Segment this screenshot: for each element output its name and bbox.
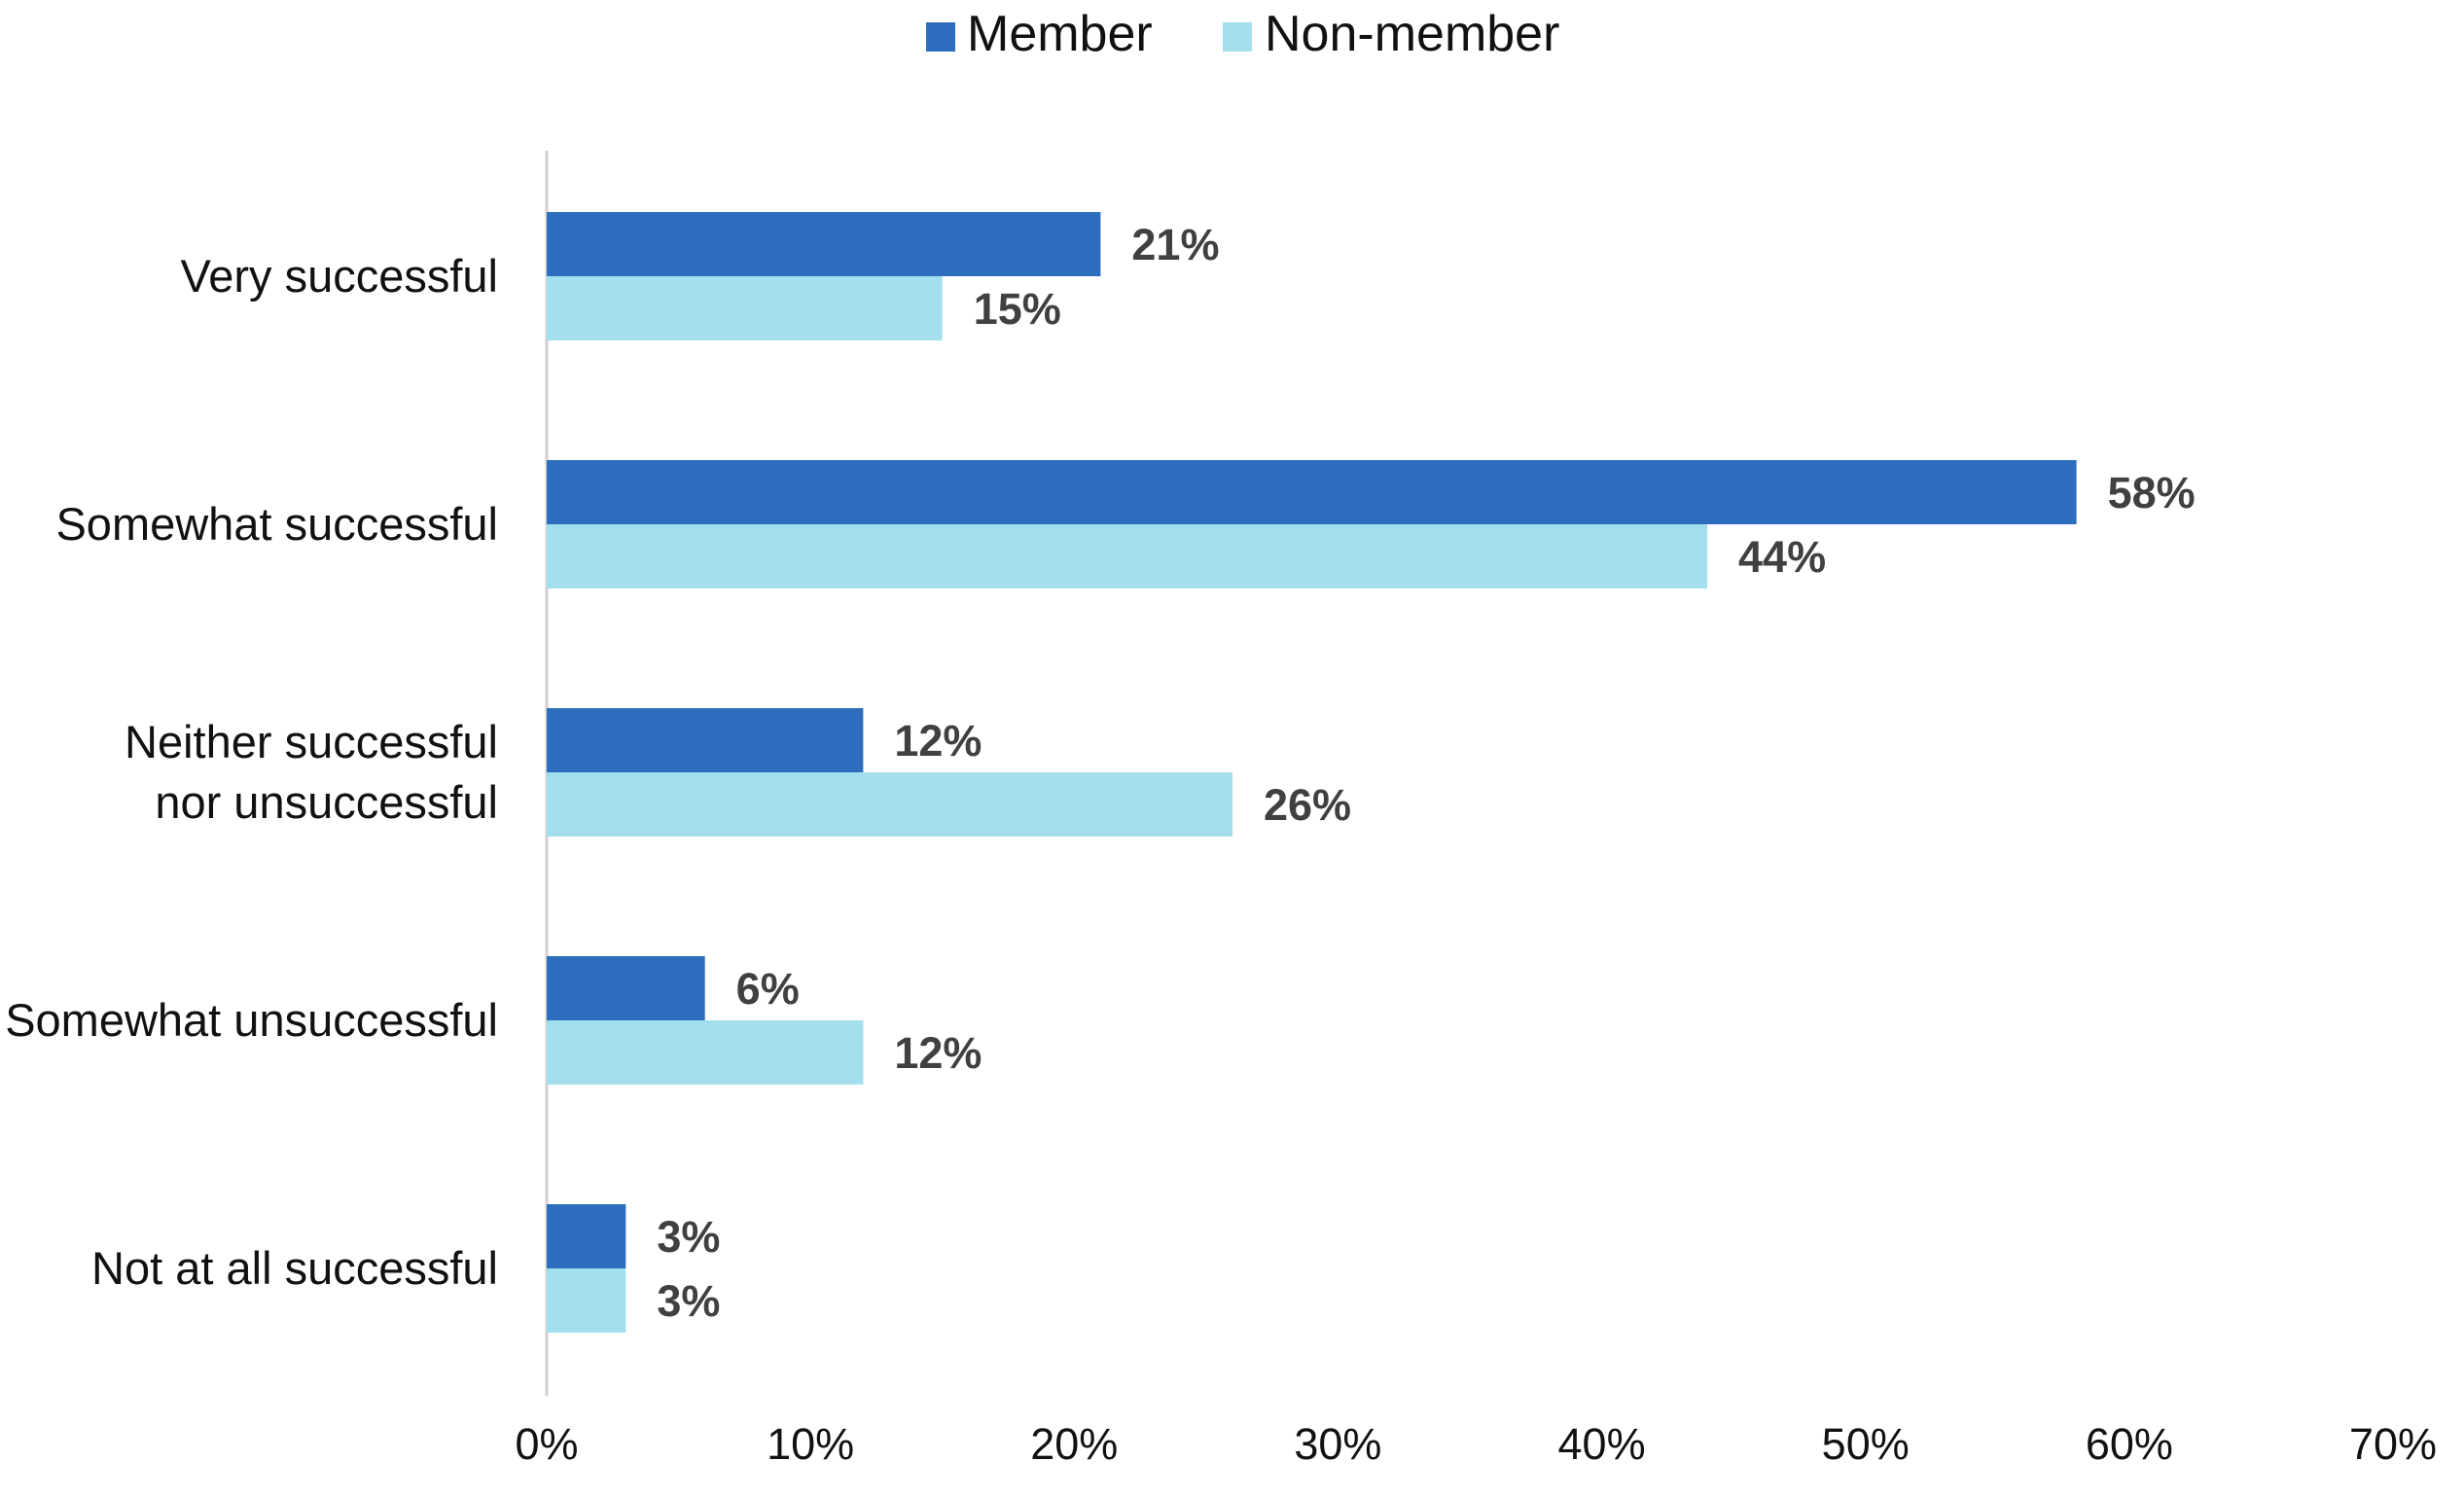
data-label-member: 6% bbox=[736, 964, 800, 1014]
legend: Member Non-member bbox=[926, 6, 1559, 62]
data-label-non-member: 26% bbox=[1264, 780, 1351, 830]
data-label-member: 58% bbox=[2108, 468, 2196, 517]
data-labels: 21% 15% 58% 44% 12% 26% 6% 12% 3% 3% bbox=[657, 220, 2195, 1326]
x-tick-label: 30% bbox=[1294, 1419, 1381, 1469]
data-label-member: 3% bbox=[657, 1212, 720, 1262]
data-label-non-member: 3% bbox=[657, 1276, 720, 1326]
category-label: Neither successful bbox=[125, 716, 498, 767]
bar-member bbox=[547, 708, 864, 772]
bar-member bbox=[547, 212, 1101, 276]
data-label-member: 21% bbox=[1131, 220, 1219, 269]
x-tick-label: 0% bbox=[515, 1419, 578, 1469]
data-label-non-member: 12% bbox=[894, 1028, 982, 1078]
data-label-non-member: 15% bbox=[974, 284, 1061, 334]
category-label: nor unsuccessful bbox=[155, 776, 498, 828]
bar-non-member bbox=[547, 1020, 864, 1085]
bars bbox=[547, 212, 2077, 1333]
bar-member bbox=[547, 1204, 626, 1268]
x-tick-label: 20% bbox=[1030, 1419, 1118, 1469]
x-tick-label: 40% bbox=[1558, 1419, 1646, 1469]
legend-swatch-member bbox=[926, 22, 955, 52]
x-tick-label: 10% bbox=[767, 1419, 854, 1469]
data-label-member: 12% bbox=[894, 716, 982, 766]
legend-label-member: Member bbox=[967, 6, 1153, 62]
category-label: Very successful bbox=[180, 250, 498, 302]
legend-swatch-non-member bbox=[1223, 22, 1252, 52]
x-tick-label: 60% bbox=[2086, 1419, 2173, 1469]
axes: 0% 10% 20% 30% 40% 50% 60% 70% Very successful So… bbox=[5, 151, 2437, 1469]
bar-non-member bbox=[547, 772, 1232, 837]
x-tick-label: 70% bbox=[2349, 1419, 2437, 1469]
category-label: Somewhat successful bbox=[55, 498, 498, 550]
legend-label-non-member: Non-member bbox=[1265, 6, 1559, 62]
bar-non-member bbox=[547, 276, 943, 340]
x-tick-label: 50% bbox=[1822, 1419, 1910, 1469]
bar-non-member bbox=[547, 1268, 626, 1333]
category-label: Somewhat unsuccessful bbox=[5, 994, 498, 1046]
data-label-non-member: 44% bbox=[1738, 532, 1826, 582]
category-label: Not at all successful bbox=[91, 1242, 498, 1294]
bar-non-member bbox=[547, 524, 1708, 588]
bar-member bbox=[547, 460, 2077, 524]
bar-member bbox=[547, 956, 705, 1020]
